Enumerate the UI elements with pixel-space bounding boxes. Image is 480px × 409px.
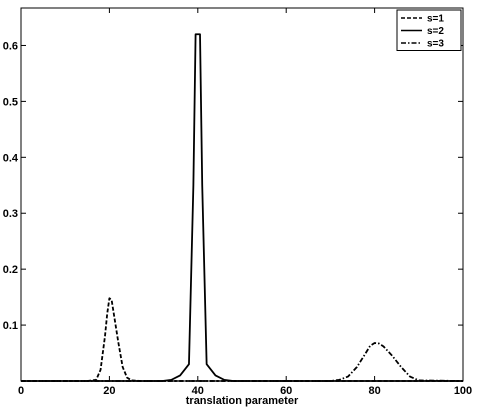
y-tick-label: 0.3 — [3, 208, 18, 220]
legend-label: s=1 — [427, 14, 444, 25]
ticks-layer: 0 20 40 60 80 100 0.1 0.2 0.3 0.4 0.5 0.6 — [3, 8, 472, 397]
y-tick-label: 0.4 — [3, 152, 19, 164]
legend-label: s=2 — [427, 26, 444, 37]
series-line-s-2 — [21, 33, 463, 382]
x-axis-label: translation parameter — [186, 395, 299, 407]
legend-box — [396, 9, 462, 51]
x-tick-label: 0 — [18, 385, 24, 397]
x-tick-label: 100 — [454, 385, 472, 397]
y-tick-label: 0.2 — [3, 264, 18, 276]
x-tick-label: 40 — [192, 385, 204, 397]
series-layer — [21, 33, 464, 382]
legend: s=1s=2 s=3 — [396, 9, 462, 51]
y-tick-label: 0.5 — [3, 96, 18, 108]
plot-area — [20, 7, 464, 382]
x-tick-label: 60 — [280, 385, 292, 397]
x-tick-label: 80 — [368, 385, 380, 397]
y-tick-label: 0.6 — [3, 40, 18, 52]
series-line-s-3 — [21, 342, 464, 382]
series-line-s-1 — [21, 297, 463, 382]
x-tick-label: 20 — [103, 385, 115, 397]
legend-label: s=3 — [427, 39, 444, 50]
y-tick-label: 0.1 — [3, 320, 18, 332]
